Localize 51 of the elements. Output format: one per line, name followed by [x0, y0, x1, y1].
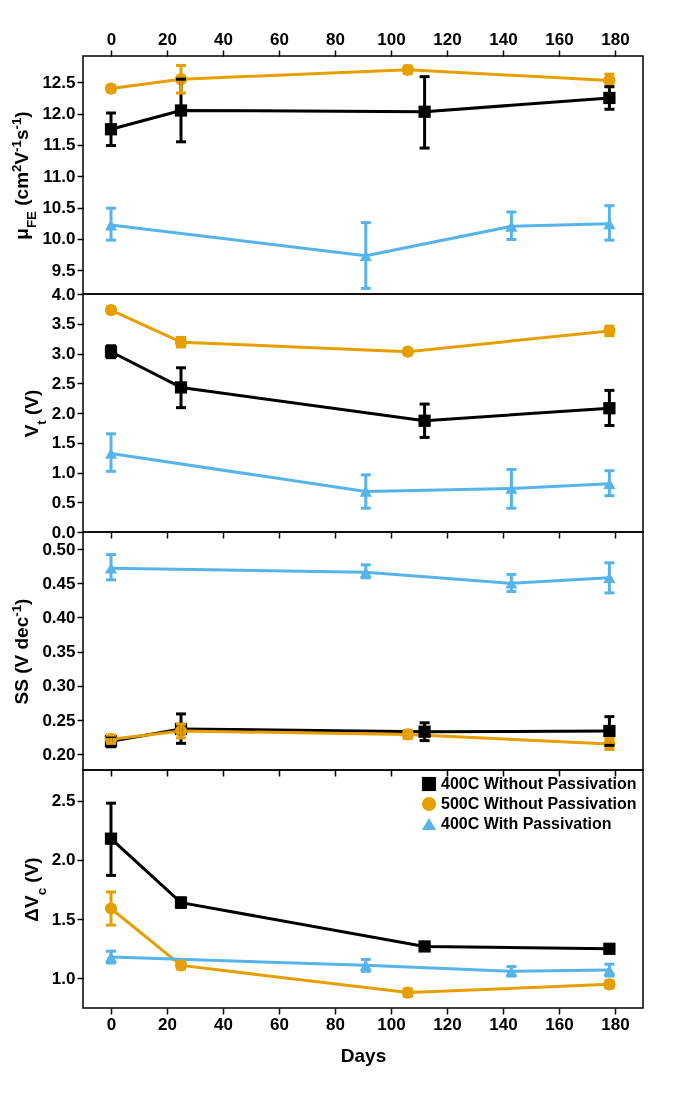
- y-tick-label: 12.5: [42, 72, 76, 92]
- x-tick-label: 20: [158, 1014, 177, 1034]
- y-tick-label: 0.40: [42, 607, 76, 627]
- y-tick-label: 10.5: [42, 198, 76, 218]
- y-tick-label: 2.0: [51, 850, 76, 870]
- x-tick-label: 40: [214, 29, 233, 49]
- legend-label: 400C Without Passivation: [441, 775, 637, 792]
- x-tick-label: 180: [601, 29, 630, 49]
- y-tick-label: 0.35: [42, 642, 76, 662]
- x-tick-label: 0: [106, 29, 117, 49]
- x-tick-label: 80: [326, 1014, 345, 1034]
- y-tick-label: 9.5: [51, 260, 76, 280]
- x-tick-label: 0: [106, 1014, 117, 1034]
- y-tick-label: 1.5: [51, 909, 76, 929]
- y-tick-label: 2.5: [51, 373, 76, 393]
- y-tick-label: 10.0: [42, 229, 76, 249]
- y-tick-label: 1.0: [51, 463, 76, 482]
- y-tick-label: 0.45: [42, 573, 76, 593]
- x-tick-label: 60: [270, 29, 289, 49]
- legend-label: 400C With Passivation: [441, 815, 612, 832]
- x-tick-label: 160: [545, 1014, 574, 1034]
- y-tick-label: 0.0: [51, 522, 76, 542]
- y-tick-label: 2.0: [51, 403, 76, 423]
- y-tick-label: 11.5: [43, 135, 76, 155]
- y-tick-label: 11.0: [43, 166, 76, 186]
- x-tick-label: 100: [377, 29, 406, 49]
- x-tick-label: 120: [433, 1014, 462, 1034]
- legend-label: 500C Without Passivation: [441, 795, 637, 812]
- x-tick-label: 180: [601, 1014, 630, 1034]
- y-tick-label: 1.5: [51, 433, 76, 453]
- x-axis-title: Days: [340, 1044, 387, 1066]
- x-tick-label: 40: [214, 1014, 233, 1034]
- y-tick-label: 0.50: [42, 539, 76, 559]
- y-tick-label: 12.0: [42, 104, 76, 124]
- y-tick-label: 0.20: [42, 744, 76, 764]
- x-tick-label: 140: [489, 29, 518, 49]
- x-tick-label: 60: [270, 1014, 289, 1034]
- x-tick-label: 120: [433, 29, 462, 49]
- y-tick-label: 0.5: [51, 492, 76, 512]
- y-tick-label: 2.5: [51, 791, 76, 811]
- x-tick-label: 160: [545, 29, 574, 49]
- y-tick-label: 1.0: [51, 968, 76, 988]
- y-tick-label: 3.5: [51, 314, 76, 334]
- x-tick-label: 20: [158, 29, 177, 49]
- y-tick-label: 3.0: [51, 344, 76, 363]
- y-tick-label: 0.25: [42, 710, 76, 730]
- x-tick-label: 140: [489, 1014, 518, 1034]
- x-tick-label: 80: [326, 29, 345, 49]
- x-tick-label: 100: [377, 1014, 406, 1034]
- y-tick-label: 4.0: [51, 284, 76, 304]
- y-tick-label: 0.30: [42, 676, 76, 696]
